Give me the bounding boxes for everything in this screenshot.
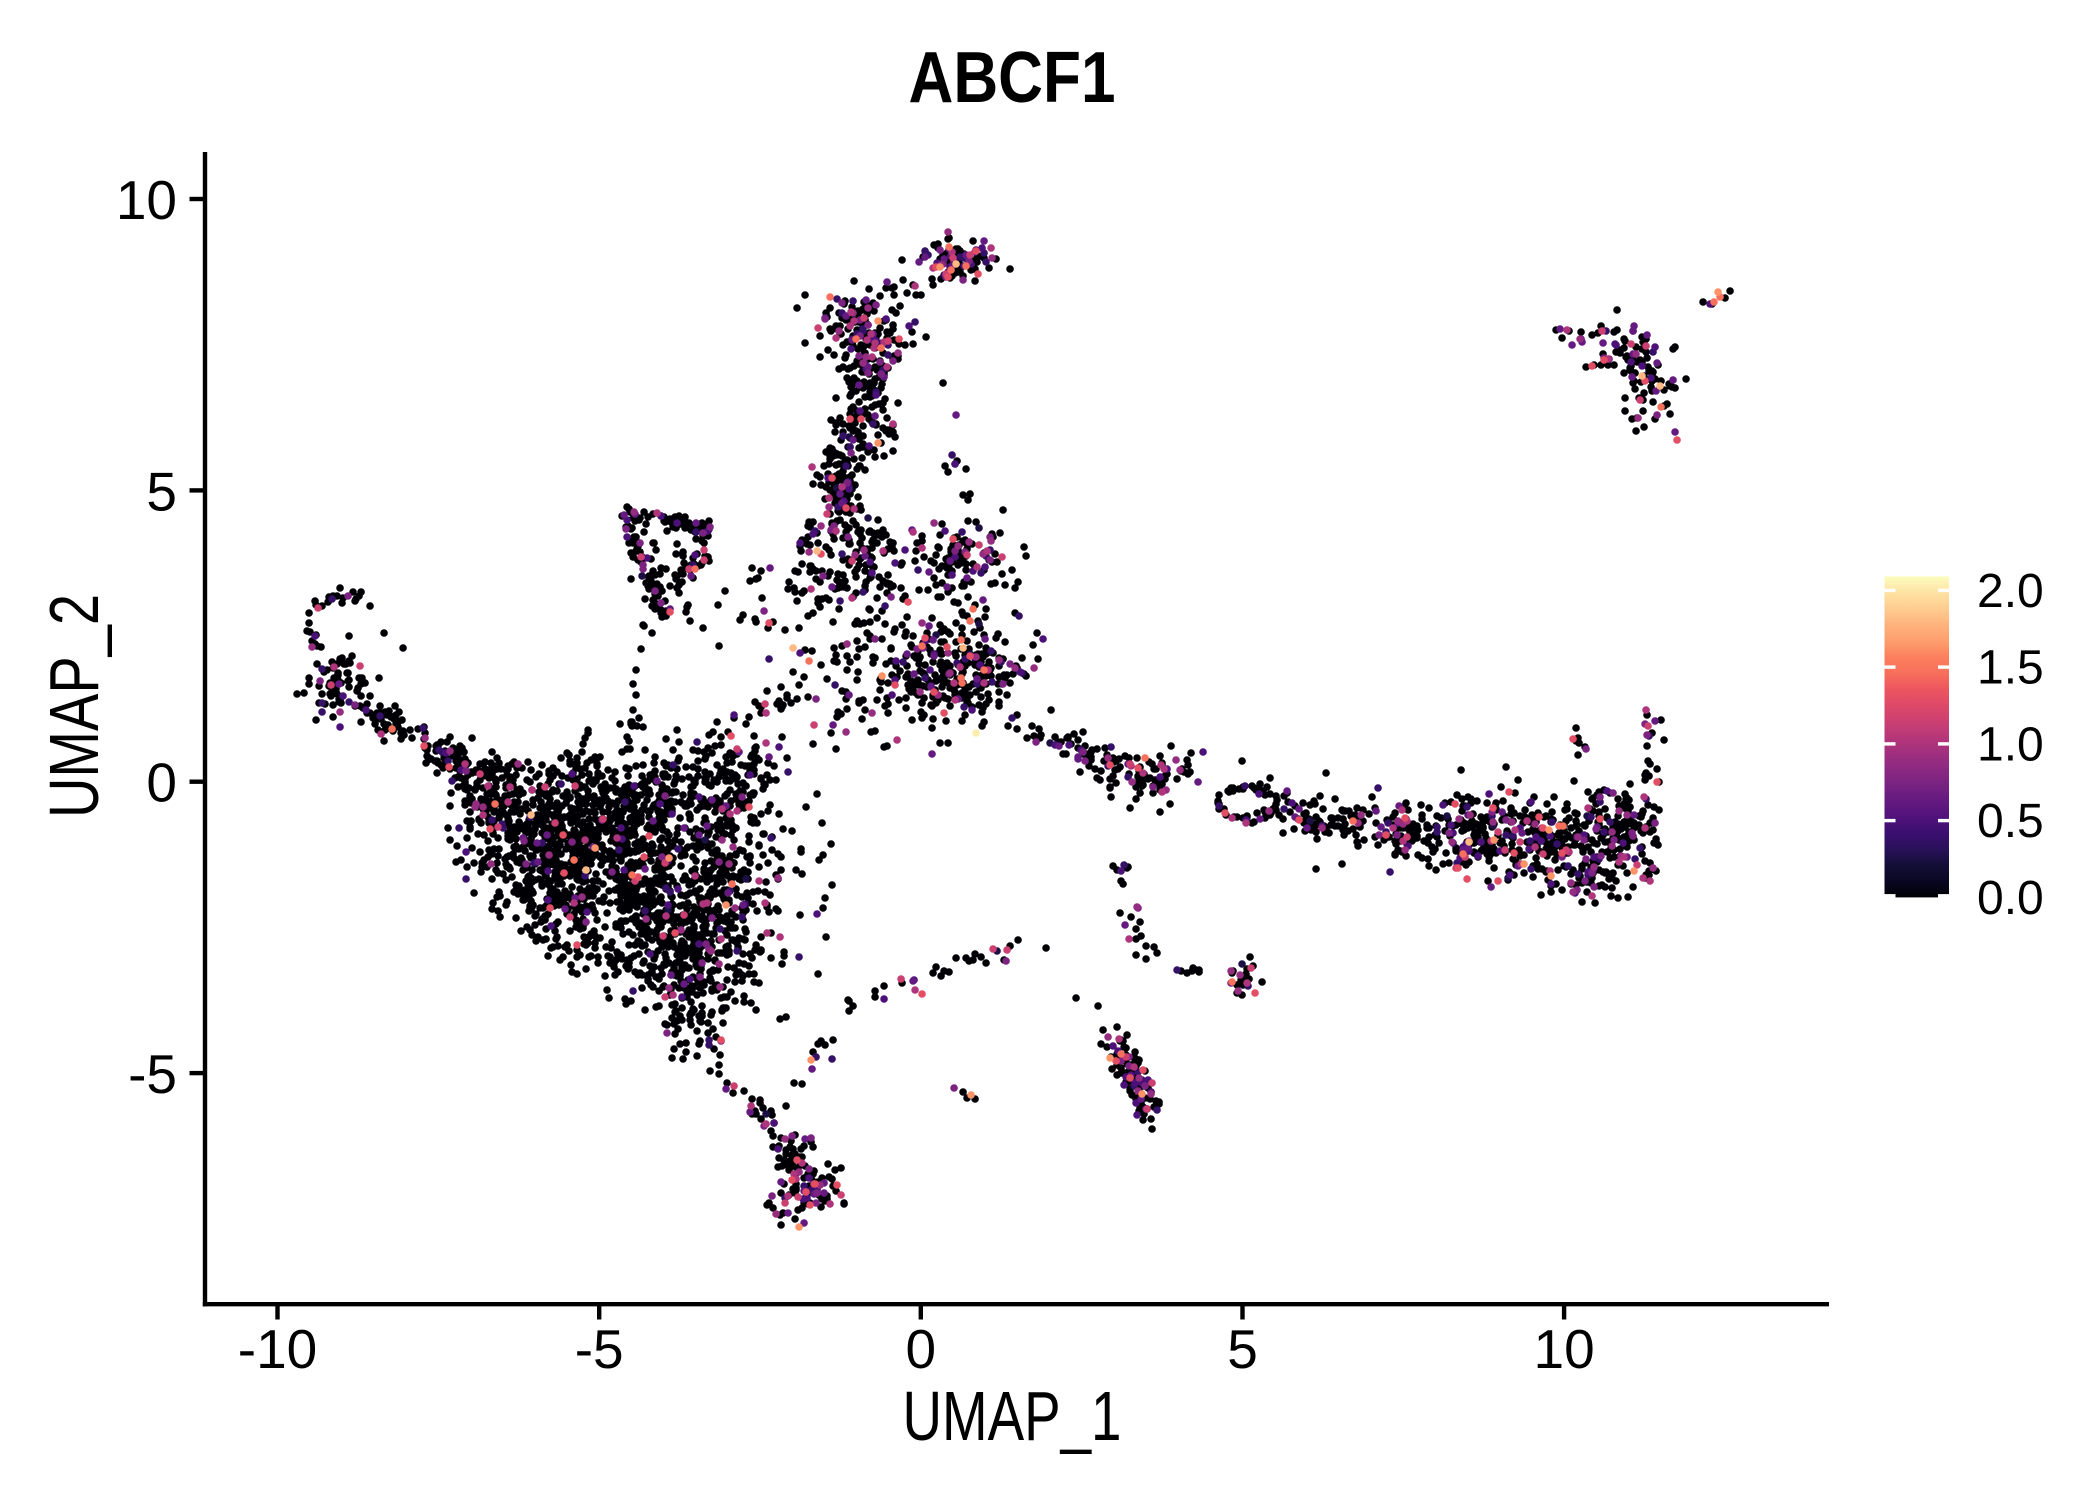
svg-text:-5: -5 [575,1318,624,1380]
svg-text:0: 0 [906,1318,937,1380]
svg-text:UMAP_2: UMAP_2 [35,594,113,818]
svg-text:1.5: 1.5 [1977,642,2044,695]
svg-text:5: 5 [1227,1318,1258,1380]
svg-text:ABCF1: ABCF1 [909,38,1116,118]
svg-text:-10: -10 [238,1318,318,1380]
svg-text:0.5: 0.5 [1977,795,2044,848]
svg-text:1.0: 1.0 [1977,719,2044,772]
svg-text:0.0: 0.0 [1977,872,2044,925]
svg-text:-5: -5 [128,1043,177,1105]
svg-text:0: 0 [146,752,177,814]
svg-text:UMAP_1: UMAP_1 [903,1377,1122,1455]
svg-text:2.0: 2.0 [1977,565,2044,618]
svg-text:5: 5 [146,460,177,522]
svg-text:10: 10 [116,169,177,231]
svg-text:10: 10 [1534,1318,1595,1380]
